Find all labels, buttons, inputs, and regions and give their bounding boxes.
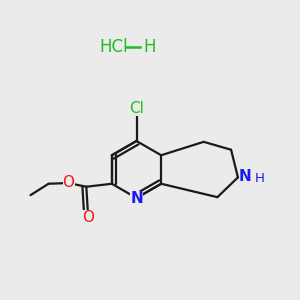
Text: Cl: Cl [129, 101, 144, 116]
Text: O: O [82, 211, 94, 226]
Text: HCl: HCl [100, 38, 128, 56]
Text: N: N [130, 191, 143, 206]
Text: O: O [63, 175, 75, 190]
Text: H: H [255, 172, 265, 185]
Text: N: N [239, 169, 252, 184]
Text: H: H [144, 38, 156, 56]
